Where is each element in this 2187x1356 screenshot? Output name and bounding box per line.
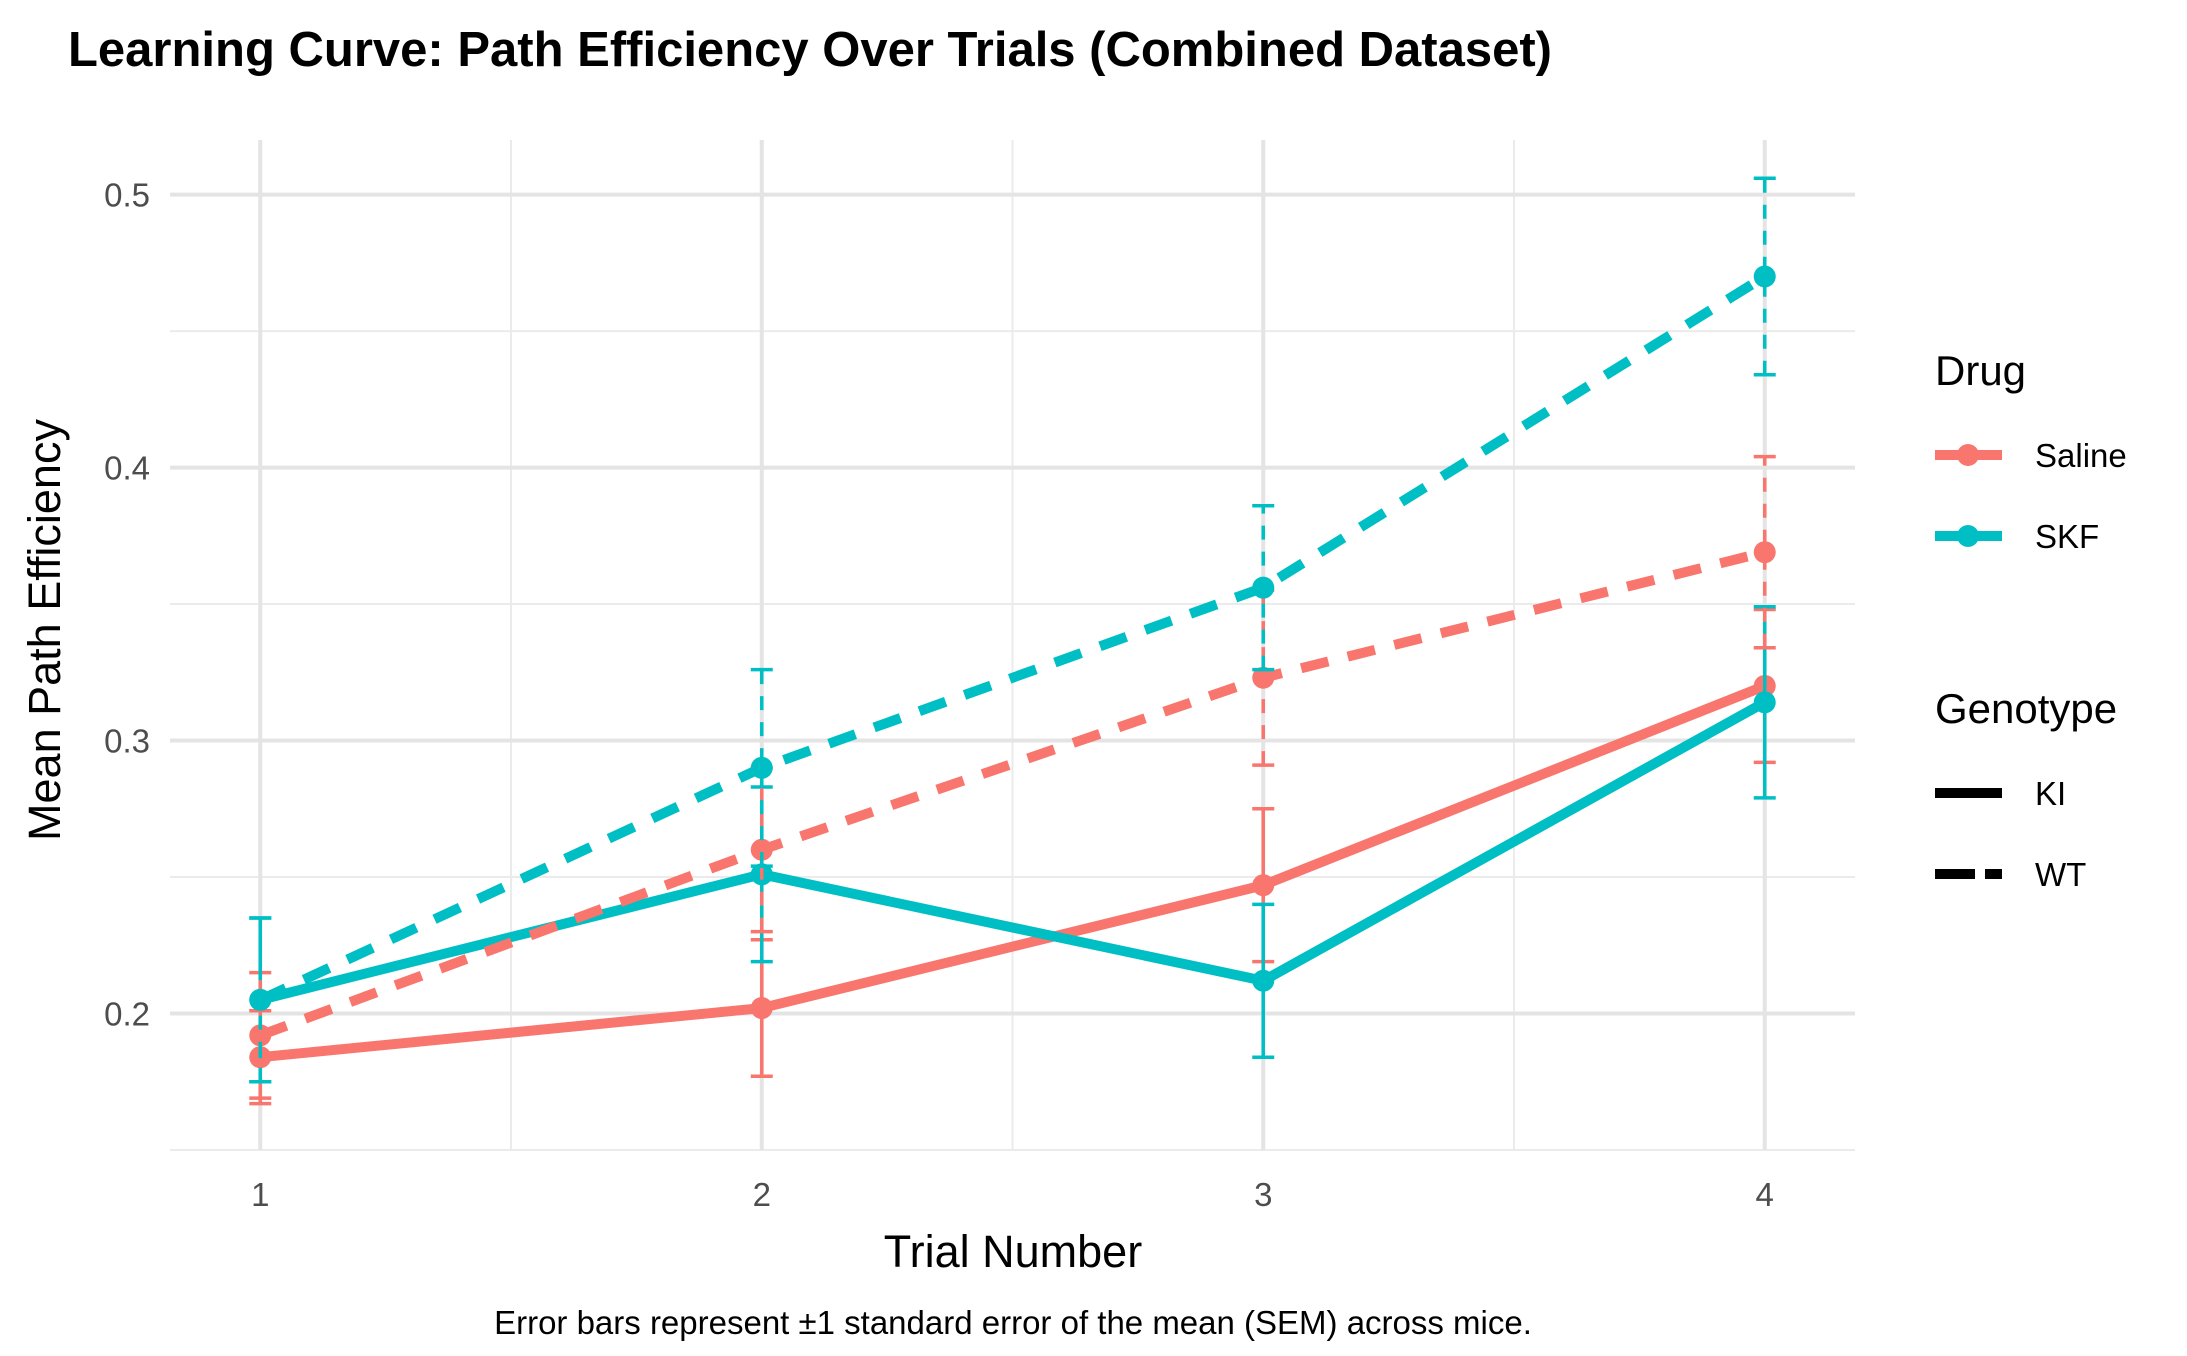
legend: Drug Genotype Saline SKF KI WT [1935, 347, 2127, 893]
legend-label-saline: Saline [2035, 437, 2127, 474]
chart-title: Learning Curve: Path Efficiency Over Tri… [68, 23, 1552, 77]
data-point [1252, 969, 1275, 992]
series-line [258, 547, 1766, 1041]
data-point [1252, 576, 1275, 599]
legend-key-point [1957, 525, 1979, 547]
y-tick-label: 0.5 [104, 177, 150, 214]
series-line [258, 272, 1768, 1005]
data-point [750, 838, 773, 861]
data-point [1753, 691, 1776, 714]
series-line [259, 697, 1768, 1005]
series-layer [249, 176, 1776, 1106]
data-point [249, 988, 272, 1011]
legend-label-skf: SKF [2035, 518, 2099, 555]
legend-title-genotype: Genotype [1935, 685, 2117, 732]
x-tick-label: 1 [251, 1176, 269, 1213]
series-skf-wt [249, 176, 1776, 1084]
data-point [750, 997, 773, 1020]
legend-key-point [1957, 444, 1979, 466]
x-tick-label: 4 [1756, 1176, 1774, 1213]
y-tick-label: 0.3 [104, 723, 150, 760]
x-tick-label: 3 [1254, 1176, 1272, 1213]
data-point [1753, 265, 1776, 288]
caption: Error bars represent ±1 standard error o… [494, 1304, 1532, 1341]
legend-title-drug: Drug [1935, 347, 2026, 394]
y-tick-label: 0.2 [104, 996, 150, 1033]
series-line [259, 681, 1767, 1063]
data-point [1252, 874, 1275, 897]
x-axis-title: Trial Number [884, 1226, 1142, 1277]
legend-label-ki: KI [2035, 775, 2066, 812]
data-point [1252, 666, 1275, 689]
x-tick-label: 2 [753, 1176, 771, 1213]
tick-labels: 1 2 3 4 0.2 0.3 0.4 0.5 [104, 177, 1774, 1213]
data-point [750, 756, 773, 779]
series-saline-wt [249, 454, 1776, 1100]
y-tick-label: 0.4 [104, 450, 150, 487]
data-point [1753, 541, 1776, 564]
y-axis-title: Mean Path Efficiency [19, 419, 70, 841]
legend-label-wt: WT [2035, 856, 2086, 893]
grid [170, 140, 1855, 1151]
data-point [249, 1024, 272, 1047]
